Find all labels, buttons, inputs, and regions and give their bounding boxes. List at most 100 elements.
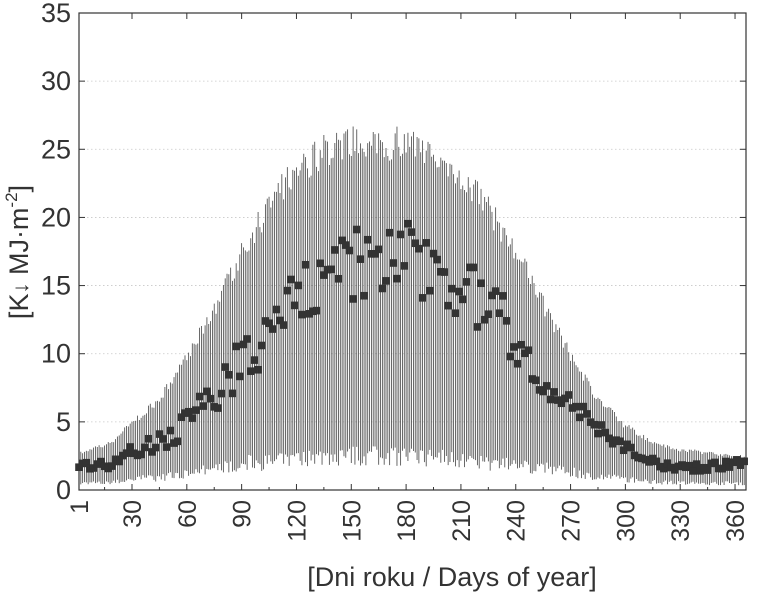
range-whiskers	[78, 126, 745, 486]
x-tick-label: 360	[722, 500, 750, 542]
mean-marker	[334, 274, 343, 283]
y-tick-label: 20	[41, 202, 71, 232]
mean-marker	[458, 295, 467, 304]
mean-marker	[488, 291, 496, 300]
mean-marker	[564, 391, 573, 399]
mean-marker	[374, 245, 383, 254]
mean-marker	[385, 228, 394, 237]
mean-marker	[221, 363, 229, 371]
x-tick-label: 300	[612, 500, 640, 542]
mean-marker	[254, 365, 262, 374]
mean-marker	[404, 219, 412, 228]
mean-marker	[733, 456, 741, 464]
mean-marker	[144, 434, 153, 443]
mean-marker	[257, 341, 266, 350]
mean-marker	[301, 260, 310, 269]
mean-marker	[268, 325, 277, 333]
mean-marker	[422, 239, 431, 247]
x-tick-label: 180	[393, 500, 421, 542]
mean-marker	[393, 274, 401, 283]
mean-marker	[192, 406, 200, 414]
y-tick-label: 30	[41, 66, 71, 96]
mean-marker	[444, 301, 452, 310]
mean-marker	[195, 392, 204, 401]
mean-marker	[352, 225, 361, 234]
grid-lines	[79, 80, 746, 423]
y-axis-label-arrow: ↓	[8, 283, 33, 294]
mean-marker	[151, 443, 160, 452]
mean-marker	[225, 371, 233, 379]
mean-marker	[378, 284, 387, 293]
mean-marker	[148, 448, 156, 456]
mean-marker	[239, 340, 248, 349]
mean-marker	[382, 277, 390, 285]
mean-marker	[400, 262, 409, 270]
mean-marker	[572, 402, 580, 411]
x-tick-label: 1	[66, 500, 94, 514]
mean-marker	[510, 343, 518, 351]
mean-marker	[89, 464, 98, 472]
mean-marker	[718, 464, 727, 473]
y-tick-label: 5	[56, 407, 71, 437]
mean-marker	[232, 342, 240, 351]
axis-ticks: 0 5 10 15 20 25 30 35 1 30 60 90 120 150 180 210 240 270 3…	[41, 0, 750, 542]
mean-marker	[692, 460, 701, 468]
mean-marker	[473, 323, 482, 331]
mean-marker	[546, 395, 555, 404]
mean-marker	[513, 359, 522, 368]
mean-marker	[433, 255, 441, 264]
mean-marker	[283, 286, 292, 295]
mean-marker	[480, 315, 489, 324]
mean-marker	[447, 284, 456, 293]
mean-marker	[659, 464, 668, 473]
mean-marker	[462, 278, 471, 286]
mean-marker	[426, 286, 434, 295]
mean-marker	[236, 372, 244, 381]
mean-marker	[356, 255, 365, 263]
x-axis-label: [Dni roku / Days of year]	[307, 562, 597, 592]
mean-marker	[652, 457, 661, 466]
mean-marker	[619, 446, 628, 455]
x-tick-label: 150	[338, 500, 366, 542]
mean-marker	[418, 294, 427, 302]
mean-marker	[550, 388, 558, 396]
x-tick-label: 240	[503, 500, 531, 542]
mean-marker	[126, 443, 134, 451]
y-tick-label: 10	[41, 339, 71, 369]
mean-marker	[320, 271, 328, 279]
mean-marker	[407, 228, 416, 236]
mean-marker	[246, 367, 255, 375]
x-tick-label: 270	[558, 500, 586, 542]
mean-marker	[703, 466, 712, 474]
mean-marker	[243, 335, 251, 343]
mean-marker	[736, 461, 745, 469]
mean-marker	[290, 301, 299, 310]
mean-marker	[188, 414, 197, 422]
mean-marker	[371, 250, 379, 258]
mean-marker	[575, 413, 584, 422]
y-tick-label: 0	[56, 475, 71, 505]
mean-marker	[312, 306, 321, 315]
mean-marker	[451, 309, 460, 317]
y-axis-label-exponent: -2	[2, 192, 21, 207]
x-tick-label: 30	[119, 500, 147, 528]
mean-marker	[137, 450, 145, 459]
mean-marker	[429, 249, 438, 258]
mean-marker	[601, 428, 610, 437]
mean-marker	[272, 305, 281, 314]
mean-marker	[685, 461, 694, 470]
mean-marker	[499, 292, 507, 300]
mean-marker	[122, 449, 131, 457]
mean-marker	[345, 246, 354, 255]
mean-marker	[396, 230, 405, 239]
mean-marker	[557, 399, 566, 408]
mean-marker	[331, 246, 339, 254]
mean-marker	[298, 310, 306, 319]
y-axis-label: [K↓ MJ·m-2]	[2, 185, 34, 319]
mean-marker	[159, 435, 167, 443]
mean-marker	[250, 356, 259, 364]
x-tick-label: 60	[174, 500, 202, 528]
mean-marker	[469, 263, 478, 272]
mean-marker	[214, 404, 222, 412]
